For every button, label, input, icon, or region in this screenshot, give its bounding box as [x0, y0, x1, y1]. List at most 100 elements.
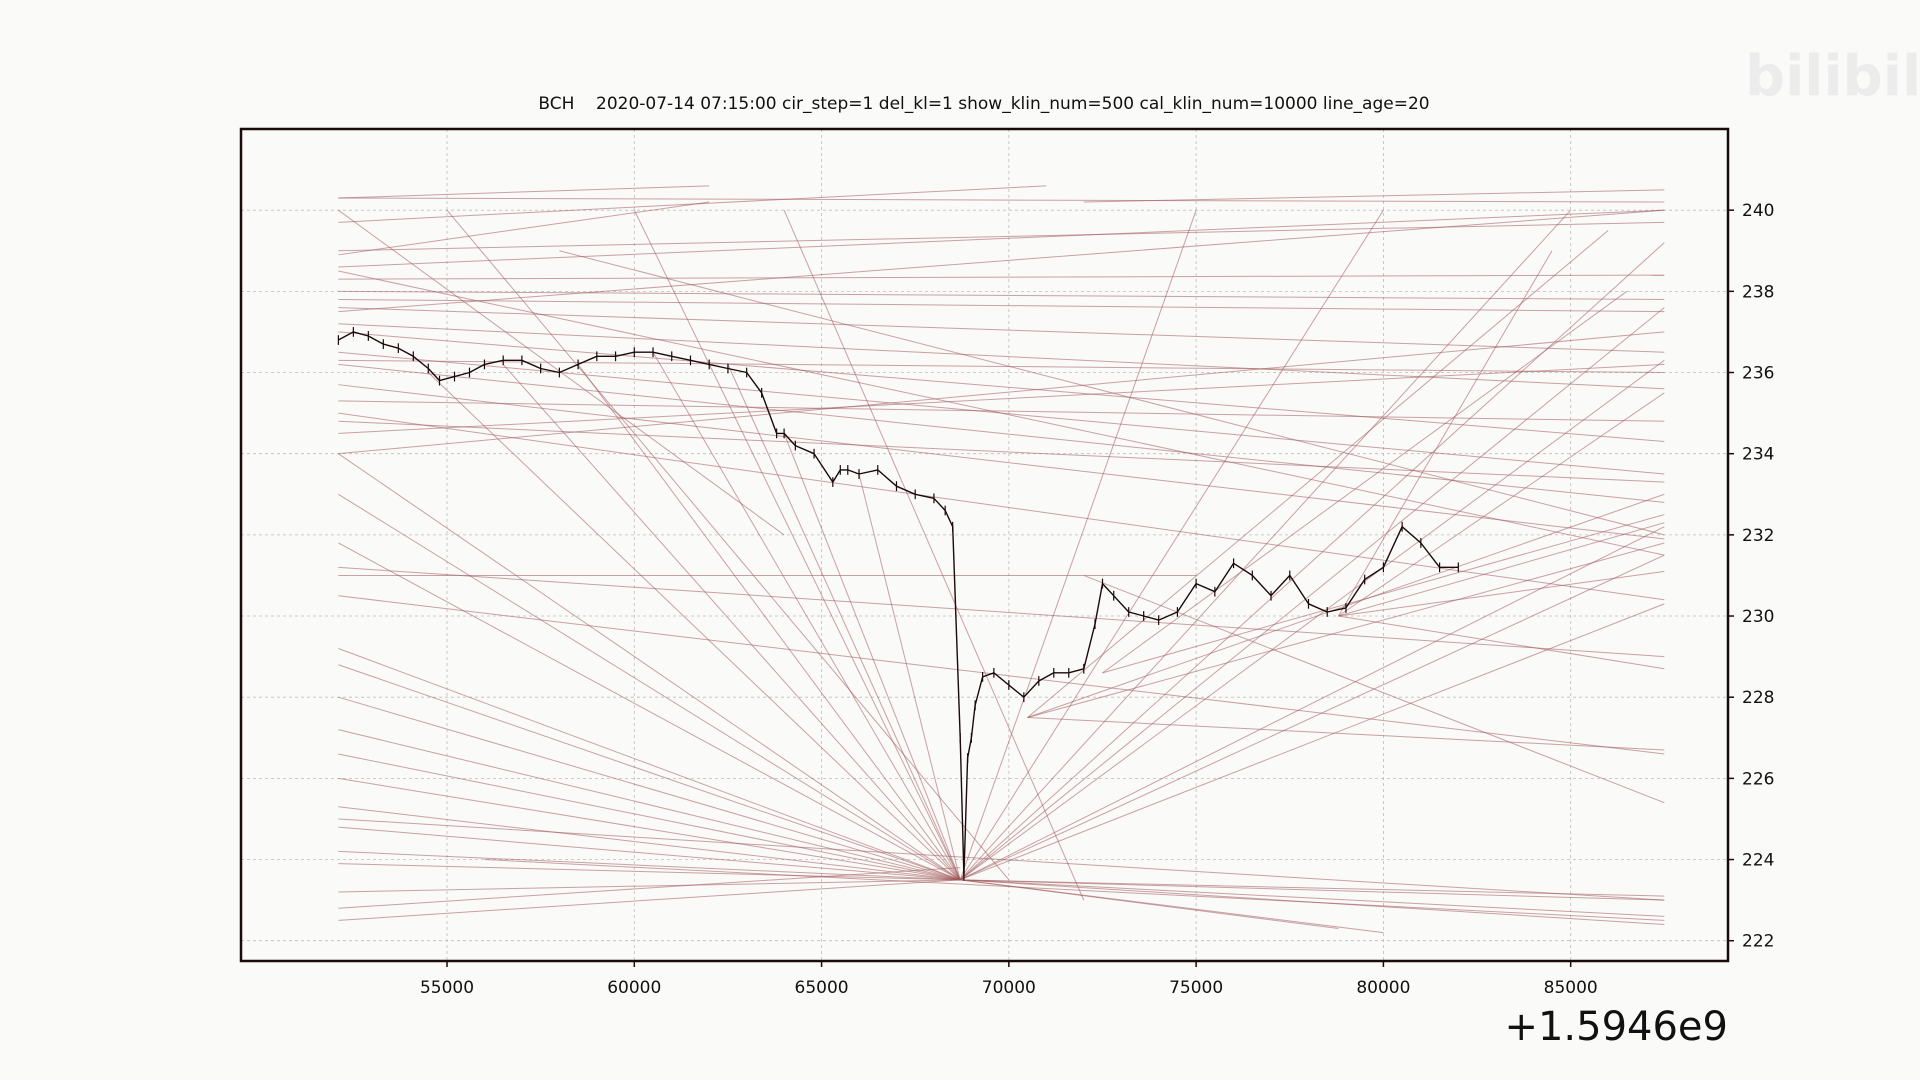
y-tick-label: 228 [1742, 688, 1774, 708]
trend-line [338, 826, 961, 881]
x-tick-label: 60000 [607, 978, 661, 998]
trend-line [652, 351, 961, 881]
trend-line [1338, 392, 1665, 617]
trend-line [959, 307, 1665, 881]
trend-line [959, 554, 1665, 881]
trend-line [338, 197, 1665, 203]
trend-line [338, 290, 1665, 300]
price-line [338, 331, 1459, 877]
trend-lines [338, 185, 1665, 934]
trend-line [959, 210, 1197, 880]
trend-line [338, 867, 961, 909]
trend-line [338, 298, 1665, 313]
watermark-logo: bilibili [1745, 44, 1920, 109]
trend-line [858, 473, 961, 880]
trend-line [1338, 250, 1553, 617]
trend-line [338, 879, 961, 893]
trend-line [338, 664, 961, 881]
trend-line [960, 879, 1384, 934]
trend-line [338, 850, 961, 881]
trend-line [1102, 514, 1665, 674]
trend-line [338, 777, 961, 881]
trend-line [1102, 290, 1628, 674]
y-axis: 222 224 226 228 230 232 234 236 238 240 [1728, 201, 1774, 952]
watermark: bilibili [1745, 44, 1920, 109]
trend-line [338, 363, 1665, 503]
trend-line [338, 542, 961, 881]
chart-title: BCH 2020-07-14 07:15:00 cir_step=1 del_k… [538, 94, 1429, 114]
trend-line [338, 420, 1665, 483]
trend-line [338, 806, 961, 881]
trend-line [338, 696, 961, 881]
trend-line [338, 359, 1665, 374]
trend-line [783, 433, 961, 881]
x-tick-label: 75000 [1169, 978, 1223, 998]
x-tick-label: 80000 [1356, 978, 1410, 998]
trend-line [338, 209, 1665, 313]
plot-frame [239, 127, 1730, 963]
trend-line [502, 364, 961, 881]
trend-line [338, 209, 1665, 268]
x-axis-offset-label: +1.5946e9 [1504, 1004, 1728, 1050]
trend-line [727, 364, 961, 881]
trend-line [338, 274, 1665, 280]
y-tick-label: 234 [1742, 445, 1774, 465]
trend-line [559, 250, 1665, 536]
trend-line [959, 209, 1384, 881]
trend-line [1083, 574, 1665, 804]
trend-line [338, 818, 1665, 901]
trend-line [446, 209, 1010, 881]
trend-line [338, 331, 1665, 443]
y-tick-label: 224 [1742, 851, 1774, 871]
y-tick-label: 232 [1742, 526, 1774, 546]
trend-line [338, 412, 1665, 601]
trend-line [338, 270, 1665, 556]
y-tick-label: 230 [1742, 607, 1774, 627]
trend-line [338, 201, 710, 256]
trend-line [338, 453, 961, 881]
trend-line [338, 209, 785, 536]
y-tick-label: 222 [1742, 932, 1774, 952]
trend-line [959, 359, 1665, 881]
trend-line [960, 879, 1665, 917]
trend-line [1338, 570, 1665, 617]
trend-line [577, 364, 961, 881]
y-tick-label: 238 [1742, 282, 1774, 302]
trend-line [338, 400, 1665, 422]
trend-line [338, 595, 1665, 755]
trend-line [959, 242, 1665, 881]
trend-line [338, 753, 961, 881]
trend-line [338, 493, 961, 881]
trend-line [338, 384, 1665, 540]
y-tick-label: 240 [1742, 201, 1774, 221]
x-tick-label: 65000 [795, 978, 849, 998]
trend-line [783, 209, 1085, 901]
trend-line [960, 879, 1665, 901]
x-tick-label: 85000 [1544, 978, 1598, 998]
trend-line [1027, 542, 1665, 718]
trend-line [484, 859, 1665, 921]
grid [241, 129, 1728, 961]
trend-line [338, 307, 1665, 353]
trend-line [1027, 716, 1665, 751]
trend-line [427, 372, 961, 881]
x-tick-label: 55000 [420, 978, 474, 998]
trend-line [338, 729, 961, 881]
trend-line [1083, 189, 1665, 203]
x-axis: 55000 60000 65000 70000 75000 80000 85000 [420, 961, 1598, 998]
trend-line [338, 363, 1665, 434]
trend-line [633, 209, 961, 881]
trend-line [338, 323, 1665, 390]
trend-line [1027, 230, 1609, 718]
y-tick-label: 226 [1742, 769, 1774, 789]
price-series [337, 327, 1459, 881]
trend-line [338, 879, 961, 921]
trend-line [1338, 615, 1665, 670]
trend-line [959, 209, 1572, 881]
trend-line [338, 648, 961, 881]
x-tick-label: 70000 [982, 978, 1036, 998]
trend-line [338, 185, 710, 199]
y-tick-label: 236 [1742, 364, 1774, 384]
trend-line [338, 863, 961, 881]
